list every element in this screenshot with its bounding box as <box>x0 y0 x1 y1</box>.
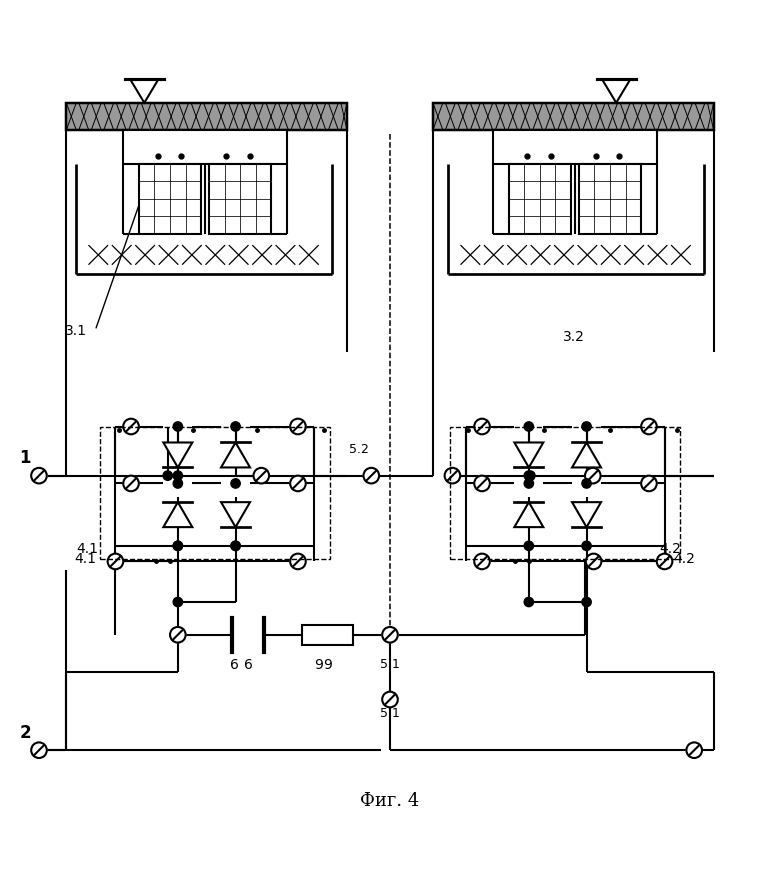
Circle shape <box>524 598 534 607</box>
Circle shape <box>163 471 172 480</box>
Circle shape <box>524 541 534 550</box>
Polygon shape <box>572 442 601 467</box>
Circle shape <box>582 598 591 607</box>
Polygon shape <box>572 502 601 527</box>
Text: 5.2: 5.2 <box>349 443 369 456</box>
Text: 4.1: 4.1 <box>74 552 96 566</box>
Text: 1: 1 <box>20 450 30 467</box>
Circle shape <box>586 554 601 569</box>
Circle shape <box>641 475 657 491</box>
Circle shape <box>657 554 672 569</box>
Polygon shape <box>514 442 544 467</box>
Circle shape <box>254 467 269 483</box>
Circle shape <box>231 422 240 431</box>
Polygon shape <box>221 442 250 467</box>
Circle shape <box>474 475 490 491</box>
Circle shape <box>31 467 47 483</box>
Text: 3.1: 3.1 <box>66 324 87 337</box>
Text: 9: 9 <box>323 658 332 673</box>
Circle shape <box>641 418 657 434</box>
Polygon shape <box>221 502 250 527</box>
Circle shape <box>123 418 139 434</box>
Circle shape <box>173 471 183 480</box>
Circle shape <box>231 541 240 550</box>
Bar <box>66 103 347 130</box>
Circle shape <box>173 541 183 550</box>
Circle shape <box>582 541 591 550</box>
Text: 4.2: 4.2 <box>659 542 681 556</box>
Circle shape <box>582 479 591 488</box>
Circle shape <box>382 627 398 642</box>
Circle shape <box>231 479 240 488</box>
Text: 4.2: 4.2 <box>673 552 695 566</box>
Text: 6: 6 <box>229 658 239 673</box>
Bar <box>302 625 353 645</box>
Text: 4.1: 4.1 <box>76 542 98 556</box>
Bar <box>209 163 271 234</box>
Text: Фиг. 4: Фиг. 4 <box>360 792 420 810</box>
Circle shape <box>524 471 534 480</box>
Bar <box>579 163 641 234</box>
Circle shape <box>231 541 240 550</box>
Circle shape <box>31 742 47 758</box>
Circle shape <box>686 742 702 758</box>
Circle shape <box>123 475 139 491</box>
Polygon shape <box>514 502 544 527</box>
Polygon shape <box>163 442 193 467</box>
Circle shape <box>290 418 306 434</box>
Bar <box>450 426 680 559</box>
Circle shape <box>363 467 379 483</box>
Circle shape <box>382 691 398 707</box>
Circle shape <box>474 418 490 434</box>
Polygon shape <box>163 502 193 527</box>
Circle shape <box>524 422 534 431</box>
Circle shape <box>524 479 534 488</box>
Circle shape <box>290 554 306 569</box>
Bar <box>100 426 330 559</box>
Bar <box>509 163 571 234</box>
Text: 2: 2 <box>20 724 30 742</box>
Circle shape <box>173 598 183 607</box>
Circle shape <box>445 467 460 483</box>
Text: 5.1: 5.1 <box>380 658 400 671</box>
Circle shape <box>108 554 123 569</box>
Circle shape <box>173 422 183 431</box>
Text: 3.2: 3.2 <box>563 330 585 343</box>
Text: 9: 9 <box>314 658 323 673</box>
Bar <box>123 130 287 163</box>
Text: 5.1: 5.1 <box>380 707 400 721</box>
Circle shape <box>582 422 591 431</box>
Circle shape <box>173 479 183 488</box>
Text: 6: 6 <box>243 658 253 673</box>
Circle shape <box>290 475 306 491</box>
Circle shape <box>170 627 186 642</box>
Circle shape <box>526 471 535 480</box>
Bar <box>493 130 657 163</box>
Circle shape <box>585 467 601 483</box>
Bar <box>433 103 714 130</box>
Circle shape <box>474 554 490 569</box>
Bar <box>139 163 201 234</box>
Circle shape <box>173 541 183 550</box>
